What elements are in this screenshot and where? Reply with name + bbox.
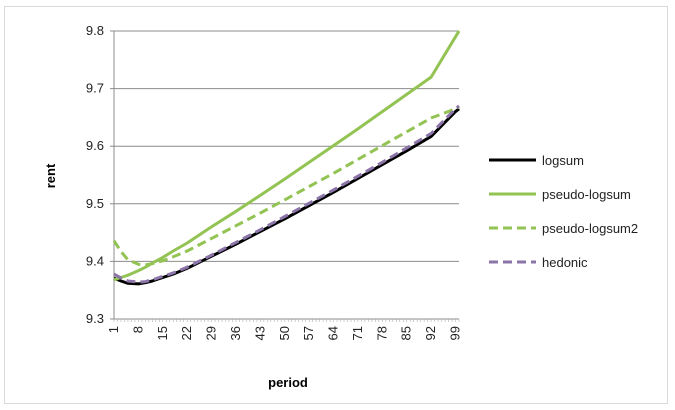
series-lines [112, 30, 461, 286]
x-tick-label: 29 [204, 326, 219, 340]
y-tick-label: 9.6 [86, 138, 104, 153]
x-axis-title: period [268, 375, 308, 390]
y-tick-label: 9.3 [86, 311, 104, 326]
x-tick-label: 57 [301, 326, 316, 340]
x-tick-label: 8 [130, 326, 145, 333]
legend-label-logsum: logsum [542, 153, 584, 168]
chart-frame [4, 6, 668, 404]
legend-label-pseudo-logsum: pseudo-logsum [542, 187, 631, 202]
x-tick-label: 85 [399, 326, 414, 340]
x-tick-label: 1 [106, 326, 121, 333]
legend: logsum pseudo-logsum pseudo-logsum2 hedonic [489, 153, 638, 270]
x-tick-label: 92 [423, 326, 438, 340]
x-tick-label: 36 [228, 326, 243, 340]
x-tick-label: 43 [252, 326, 267, 340]
y-tick-label: 9.5 [86, 196, 104, 211]
x-tick-label: 15 [155, 326, 170, 340]
legend-label-hedonic: hedonic [542, 255, 588, 270]
x-tick-label: 22 [179, 326, 194, 340]
x-tick-label: 99 [448, 326, 463, 340]
y-tick-label: 9.4 [86, 253, 104, 268]
legend-label-pseudo-logsum2: pseudo-logsum2 [542, 221, 638, 236]
series-line-pseudo-logsum [113, 30, 461, 282]
series-line-hedonic [113, 104, 460, 284]
series-line-logsum [113, 107, 460, 286]
y-axis-title: rent [43, 163, 58, 188]
y-tick-label: 9.8 [86, 23, 104, 38]
x-tick-label: 64 [326, 326, 341, 340]
x-tick-label: 78 [374, 326, 389, 340]
x-tick-label: 71 [350, 326, 365, 340]
x-tick-label: 50 [277, 326, 292, 340]
y-tick-label: 9.7 [86, 81, 104, 96]
series-line-pseudo-logsum2 [112, 105, 460, 267]
axes: 9.3 9.4 9.5 9.6 9.7 9.8 1 8 15 22 29 36 43 50 57 64 71 78… [86, 23, 463, 340]
